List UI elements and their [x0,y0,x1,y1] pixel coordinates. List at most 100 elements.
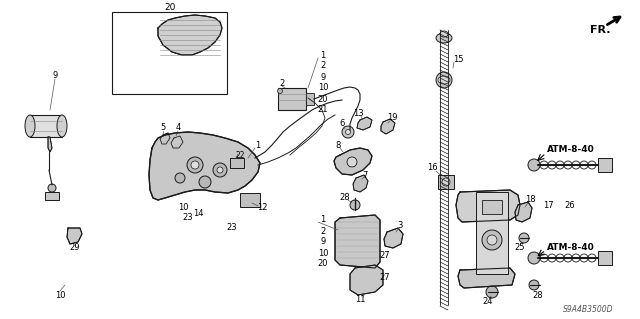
Polygon shape [456,190,520,222]
Circle shape [346,130,351,135]
Circle shape [528,159,540,171]
Bar [30,115,62,137]
Bar [438,175,454,189]
Bar [598,251,612,265]
Text: 8: 8 [335,140,340,150]
Circle shape [528,252,540,264]
Polygon shape [381,119,395,134]
Polygon shape [158,15,222,55]
Polygon shape [160,133,170,144]
Text: 27: 27 [380,250,390,259]
Circle shape [48,184,56,192]
Text: ATM-8-40: ATM-8-40 [547,145,595,154]
Text: 18: 18 [525,196,535,204]
Text: 22: 22 [236,151,244,160]
Text: 14: 14 [193,210,204,219]
Circle shape [213,163,227,177]
Bar [476,192,508,274]
Circle shape [350,200,360,210]
Bar [278,88,306,110]
Polygon shape [458,268,515,288]
Circle shape [487,235,497,245]
Text: 10: 10 [55,291,65,300]
Polygon shape [353,175,368,192]
Text: 12: 12 [257,203,268,211]
Text: 10: 10 [178,204,188,212]
Text: 25: 25 [515,243,525,253]
Polygon shape [335,215,380,268]
Text: 23: 23 [182,213,193,222]
Text: 1: 1 [321,216,326,225]
Circle shape [191,161,199,169]
Text: S9A4B3500D: S9A4B3500D [563,306,613,315]
Bar [306,93,314,105]
Circle shape [347,157,357,167]
Bar [482,200,502,214]
Text: 26: 26 [564,201,575,210]
Circle shape [217,167,223,173]
Ellipse shape [440,31,448,37]
Text: 19: 19 [387,114,397,122]
Text: 1: 1 [321,50,326,60]
Text: 28: 28 [532,291,543,300]
Text: 28: 28 [340,194,350,203]
Ellipse shape [25,115,35,137]
Text: 21: 21 [317,106,328,115]
Circle shape [342,126,354,138]
Text: 17: 17 [543,201,554,210]
Text: 27: 27 [380,272,390,281]
Text: 9: 9 [321,72,326,81]
Text: 20: 20 [317,94,328,103]
Text: 13: 13 [353,108,364,117]
Text: 3: 3 [397,220,403,229]
Text: 2: 2 [321,226,326,235]
Ellipse shape [438,76,450,84]
Text: 6: 6 [339,120,345,129]
Polygon shape [48,137,52,152]
Bar [598,158,612,172]
Ellipse shape [436,33,452,43]
Polygon shape [350,265,383,295]
Text: 16: 16 [427,164,437,173]
Text: 10: 10 [317,84,328,93]
Bar [240,193,260,207]
Polygon shape [515,202,532,222]
Text: 24: 24 [483,298,493,307]
Circle shape [529,280,539,290]
Polygon shape [357,117,372,130]
Text: 10: 10 [317,249,328,257]
Circle shape [175,173,185,183]
Bar [45,192,59,200]
Polygon shape [171,136,183,148]
Circle shape [199,176,211,188]
Text: 29: 29 [70,243,80,253]
Text: 20: 20 [164,4,176,12]
Text: 2: 2 [321,62,326,70]
Text: 9: 9 [321,238,326,247]
Bar [230,158,244,168]
Text: 11: 11 [355,295,365,305]
Text: 15: 15 [452,56,463,64]
Text: FR.: FR. [589,25,611,35]
Polygon shape [149,132,260,200]
Text: 7: 7 [362,170,368,180]
Text: 4: 4 [175,123,180,132]
Circle shape [442,178,450,186]
Text: 20: 20 [317,259,328,269]
Text: ATM-8-40: ATM-8-40 [547,243,595,253]
Text: 1: 1 [255,140,260,150]
Circle shape [278,88,282,93]
Polygon shape [334,148,372,175]
Text: 5: 5 [161,123,166,132]
Ellipse shape [57,115,67,137]
Text: 23: 23 [227,224,237,233]
Text: 2: 2 [280,78,285,87]
Text: 9: 9 [52,70,58,79]
Bar [112,12,227,94]
Polygon shape [67,228,82,244]
Circle shape [486,286,498,298]
Circle shape [436,72,452,88]
Circle shape [482,230,502,250]
Circle shape [187,157,203,173]
Circle shape [519,233,529,243]
